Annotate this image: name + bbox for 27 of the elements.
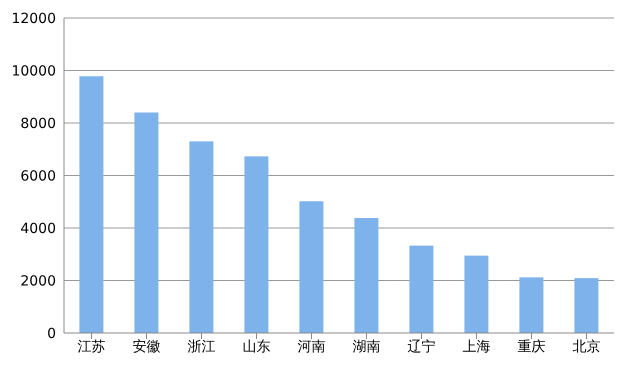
- bar: [244, 156, 268, 333]
- bar: [189, 141, 214, 333]
- bar: [464, 256, 488, 333]
- y-tick-label: 0: [47, 326, 56, 342]
- y-tick-label: 4000: [20, 220, 56, 237]
- bar: [134, 112, 158, 333]
- y-tick-label: 2000: [20, 273, 56, 290]
- bar: [299, 201, 324, 333]
- bar: [79, 76, 104, 333]
- x-tick-label: 安徽: [132, 338, 160, 355]
- x-tick-label: 河南: [298, 338, 326, 355]
- x-tick-label: 浙江: [188, 338, 216, 355]
- y-tick-label: 12000: [11, 10, 56, 27]
- x-tick-label: 北京: [572, 338, 600, 355]
- x-tick-label: 辽宁: [408, 338, 436, 355]
- bar: [354, 218, 378, 333]
- bar: [409, 246, 434, 333]
- x-tick-label: 重庆: [518, 338, 546, 355]
- bar: [574, 278, 598, 333]
- x-tick-label: 江苏: [78, 338, 106, 355]
- x-tick-label: 上海: [462, 338, 490, 355]
- x-tick-label: 湖南: [352, 338, 380, 355]
- y-tick-label: 6000: [20, 168, 56, 184]
- x-tick-label: 山东: [242, 338, 270, 355]
- bar: [519, 277, 544, 333]
- y-tick-label: 8000: [20, 116, 56, 132]
- y-tick-label: 10000: [11, 63, 56, 80]
